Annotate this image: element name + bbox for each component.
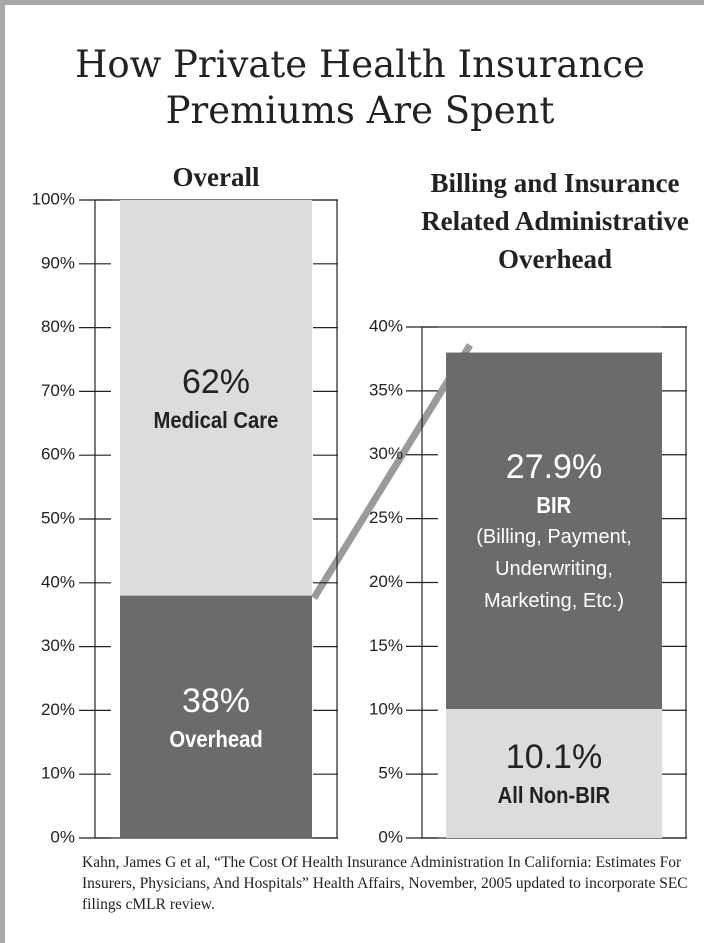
bar-segment: [120, 595, 312, 838]
y-tick-label: 70%: [41, 381, 75, 400]
chart-title: Overall: [172, 162, 260, 192]
y-tick-label: 40%: [41, 572, 75, 591]
y-tick-label: 30%: [41, 636, 75, 655]
source: Kahn, James G et al, “The Cost Of Health…: [82, 854, 688, 913]
chart-title: Billing and Insurance Related Administra…: [421, 168, 689, 274]
value-label: 38%: [181, 681, 251, 720]
y-tick-label: 0%: [378, 827, 403, 846]
segment-label: 38% Overhead: [120, 596, 312, 838]
segment-label: 10.1% All Non-BIR: [446, 709, 662, 838]
y-tick-label: 0%: [50, 827, 75, 846]
y-tick-label: 35%: [369, 380, 403, 399]
bar-segment: [446, 708, 662, 838]
y-tick-label: 30%: [369, 444, 403, 463]
value-label: 27.9%: [505, 447, 603, 486]
y-tick-label: 20%: [369, 572, 403, 591]
series-name: Overhead: [169, 725, 263, 752]
y-tick-label: 5%: [378, 764, 403, 783]
y-tick-label: 20%: [41, 700, 75, 719]
bar-segment: [446, 352, 662, 709]
y-tick-label: 60%: [41, 445, 75, 464]
y-tick-label: 10%: [41, 764, 75, 783]
y-tick-label: 50%: [41, 508, 75, 527]
y-tick-label: 25%: [369, 508, 403, 527]
series-name: BIR: [536, 491, 572, 518]
title: How Private Health Insurance Premiums Ar…: [75, 43, 645, 132]
value-label: 10.1%: [505, 738, 603, 777]
series-note: (Billing, Payment, Underwriting, Marketi…: [476, 525, 632, 612]
series-name: All Non-BIR: [497, 782, 611, 809]
segment-label: 27.9% BIR (Billing, Payment, Underwriting,…: [446, 353, 662, 709]
series-name: Medical Care: [153, 406, 279, 433]
y-tick-label: 40%: [369, 316, 403, 335]
segment-label: 62% Medical Care: [120, 200, 312, 596]
connector: [311, 343, 473, 600]
y-tick-label: 80%: [41, 317, 75, 336]
y-tick-label: 15%: [369, 636, 403, 655]
bar-segment: [120, 200, 312, 596]
y-tick-label: 100%: [32, 189, 75, 208]
y-tick-label: 10%: [369, 700, 403, 719]
value-label: 62%: [181, 362, 251, 401]
y-tick-label: 90%: [41, 253, 75, 272]
